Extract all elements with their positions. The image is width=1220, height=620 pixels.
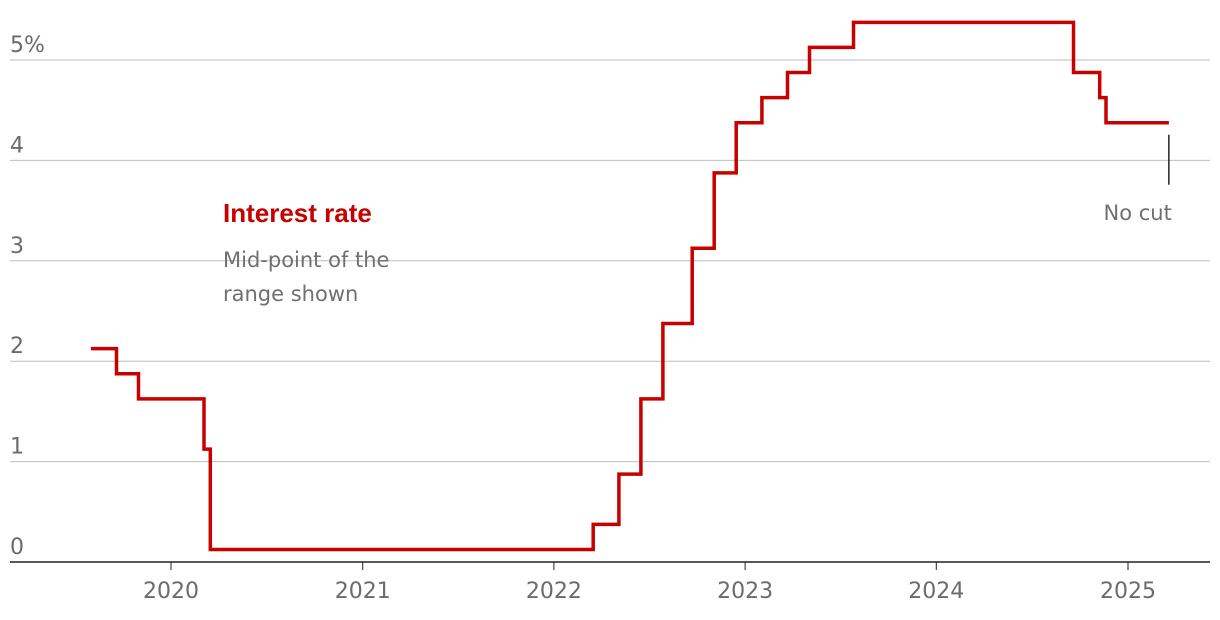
series-line-interest-rate — [90, 20, 1169, 552]
y-tick-label: 1 — [10, 435, 24, 460]
y-tick-label: 4 — [10, 133, 24, 158]
x-tick-label: 2025 — [1100, 579, 1156, 604]
x-axis-ticks: 2020 2021 2022 2023 2024 2025 — [143, 562, 1156, 604]
y-tick-label: 5% — [10, 33, 45, 58]
chart-title: Interest rate — [223, 198, 372, 228]
y-tick-label: 0 — [10, 535, 24, 560]
series-layer — [90, 20, 1169, 552]
x-tick-label: 2022 — [526, 579, 582, 604]
annotation-label: No cut — [1104, 201, 1172, 225]
x-tick-label: 2021 — [335, 579, 391, 604]
y-tick-label: 3 — [10, 234, 24, 259]
annotations: No cut — [1104, 134, 1172, 225]
chart-subtitle-line-2: range shown — [223, 282, 358, 306]
x-tick-label: 2020 — [143, 579, 199, 604]
x-tick-label: 2024 — [908, 579, 964, 604]
chart-subtitle-line-1: Mid-point of the — [223, 248, 389, 272]
x-tick-label: 2023 — [717, 579, 773, 604]
chart-labels: Interest rate Mid-point of the range sho… — [223, 198, 389, 306]
gridlines — [10, 59, 1210, 563]
y-axis-ticks: 0 1 2 3 4 5% — [10, 33, 45, 560]
y-tick-label: 2 — [10, 334, 24, 359]
